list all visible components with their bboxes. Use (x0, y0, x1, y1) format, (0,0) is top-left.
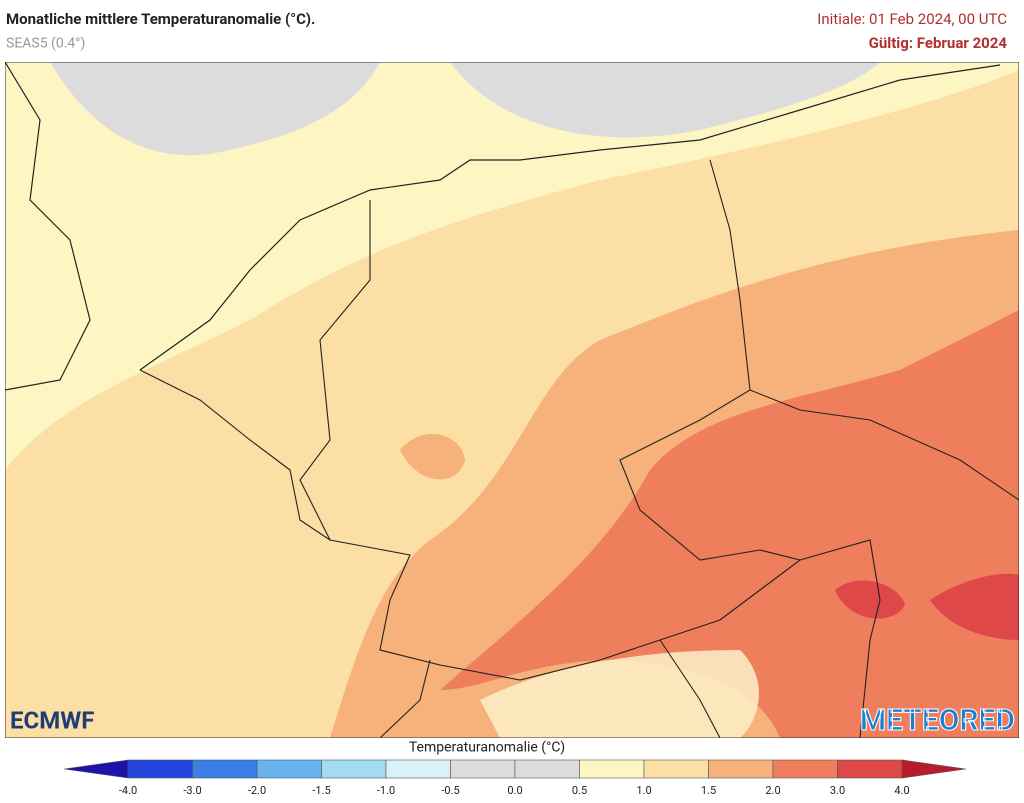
legend-tick-label: 0.5 (572, 784, 587, 797)
legend-swatch (708, 759, 774, 779)
legend-extend-low (63, 759, 129, 779)
legend-swatch (192, 759, 258, 779)
legend-tick-label: -1.0 (377, 784, 395, 797)
legend-title: Temperaturanomalie (°C) (409, 740, 565, 756)
legend-extend-high (901, 759, 967, 779)
map: ECMWF METEORED (5, 62, 1019, 738)
legend-swatch (514, 759, 580, 779)
legend-tick-label: -3.0 (183, 784, 201, 797)
title: Monatliche mittlere Temperaturanomalie (… (6, 10, 315, 28)
legend-tick-label: 3.0 (830, 784, 845, 797)
legend-swatch (321, 759, 387, 779)
legend-swatch (127, 759, 193, 779)
legend-tick-label: 1.0 (636, 784, 651, 797)
subtitle: SEAS5 (0.4°) (6, 36, 85, 52)
legend-swatch (385, 759, 451, 779)
legend-tick-label: -4.0 (119, 784, 137, 797)
legend-swatch (450, 759, 516, 779)
legend-tick-label: -1.5 (312, 784, 330, 797)
legend-swatch (772, 759, 838, 779)
legend-tick-label: 0.0 (507, 784, 522, 797)
valid-date: Gültig: Februar 2024 (869, 34, 1008, 52)
ecmwf-logo: ECMWF (10, 706, 94, 734)
legend-swatch (643, 759, 709, 779)
legend-swatch (837, 759, 903, 779)
legend-tick-label: 4.0 (894, 784, 909, 797)
color-legend: Temperaturanomalie (°C) -4.0 -3.0 -2.0 -1.5… (63, 740, 967, 797)
legend-tick-label: -2.0 (248, 784, 266, 797)
legend-swatch (579, 759, 645, 779)
legend-swatch (256, 759, 322, 779)
initial-date: Initiale: 01 Feb 2024, 00 UTC (817, 10, 1007, 28)
meteored-logo: METEORED (860, 703, 1015, 738)
legend-tick-label: -0.5 (441, 784, 459, 797)
legend-tick-label: 2.0 (765, 784, 780, 797)
legend-tick-label: 1.5 (701, 784, 716, 797)
